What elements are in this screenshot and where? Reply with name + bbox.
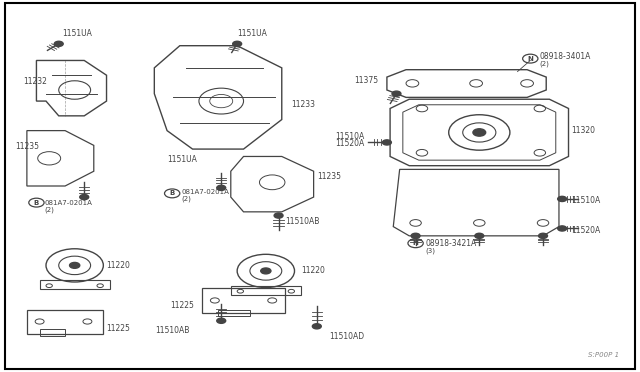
Text: 081A7-0201A: 081A7-0201A [45,200,93,206]
Text: 11375: 11375 [355,76,379,85]
Text: 11510AB: 11510AB [155,326,189,335]
Circle shape [217,185,226,190]
Circle shape [233,41,242,46]
Text: 11225: 11225 [106,324,131,333]
Text: 11220: 11220 [106,261,131,270]
Text: B: B [34,200,39,206]
Bar [231,286,301,295]
Text: (2): (2) [540,61,550,67]
Text: 11225: 11225 [170,301,194,311]
Text: 1151UA: 1151UA [237,29,267,38]
Bar [40,329,65,336]
Circle shape [392,91,401,96]
Text: (2): (2) [45,207,54,213]
Circle shape [70,262,80,268]
Text: 11233: 11233 [291,100,316,109]
Text: 11235: 11235 [15,142,40,151]
Circle shape [473,129,486,136]
Text: S:P00P 1: S:P00P 1 [588,352,620,358]
Circle shape [274,213,283,218]
Circle shape [383,140,392,145]
Circle shape [557,196,566,202]
Circle shape [539,233,547,238]
Circle shape [54,41,63,46]
Text: N: N [527,56,533,62]
Circle shape [557,226,566,231]
Text: 11510A: 11510A [335,132,365,141]
Text: 11510A: 11510A [572,196,601,205]
Text: 1151UA: 1151UA [167,155,197,164]
Text: 1151UA: 1151UA [62,29,92,38]
Text: 08918-3401A: 08918-3401A [540,52,591,61]
Circle shape [475,233,484,238]
Text: 11235: 11235 [317,172,341,181]
Text: (2): (2) [181,196,191,202]
Circle shape [217,318,226,323]
Circle shape [80,195,89,200]
Text: N: N [413,240,419,246]
Circle shape [411,233,420,238]
Circle shape [260,268,271,274]
Circle shape [312,324,321,329]
Text: 11510AD: 11510AD [330,332,365,341]
Bar [218,310,250,316]
Bar [27,310,103,334]
Bar [40,280,109,289]
Text: 08918-3421A: 08918-3421A [425,239,476,248]
Text: 081A7-0201A: 081A7-0201A [181,189,229,195]
Text: 11232: 11232 [24,77,47,86]
Text: 11510AB: 11510AB [285,217,319,225]
Bar [202,288,285,313]
Text: 11520A: 11520A [572,226,601,235]
Text: 11320: 11320 [572,126,596,135]
Text: (3): (3) [425,247,435,254]
Text: 11520A: 11520A [335,139,365,148]
Text: 11220: 11220 [301,266,324,275]
Text: B: B [170,190,175,196]
